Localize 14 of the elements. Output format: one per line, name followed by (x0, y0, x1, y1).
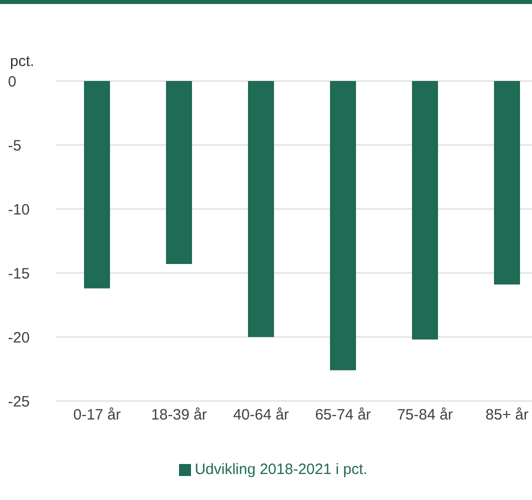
y-tick-label: 0 (8, 73, 16, 90)
x-tick-label: 40-64 år (233, 406, 289, 424)
y-tick-label: -15 (8, 265, 30, 282)
x-tick-label: 65-74 år (315, 406, 371, 424)
legend-label: Udvikling 2018-2021 i pct. (194, 461, 368, 478)
y-tick-label: -5 (8, 137, 22, 154)
y-tick-label: -20 (8, 329, 30, 346)
y-tick-label: -10 (8, 201, 30, 218)
y-axis-title: pct. (10, 53, 34, 70)
x-tick-label: 75-84 år (397, 406, 453, 424)
x-tick-label: 18-39 år (151, 406, 207, 424)
x-tick-label: 0-17 år (73, 406, 121, 424)
y-tick-label: -25 (8, 393, 30, 410)
x-tick-label: 85+ år (486, 406, 528, 424)
